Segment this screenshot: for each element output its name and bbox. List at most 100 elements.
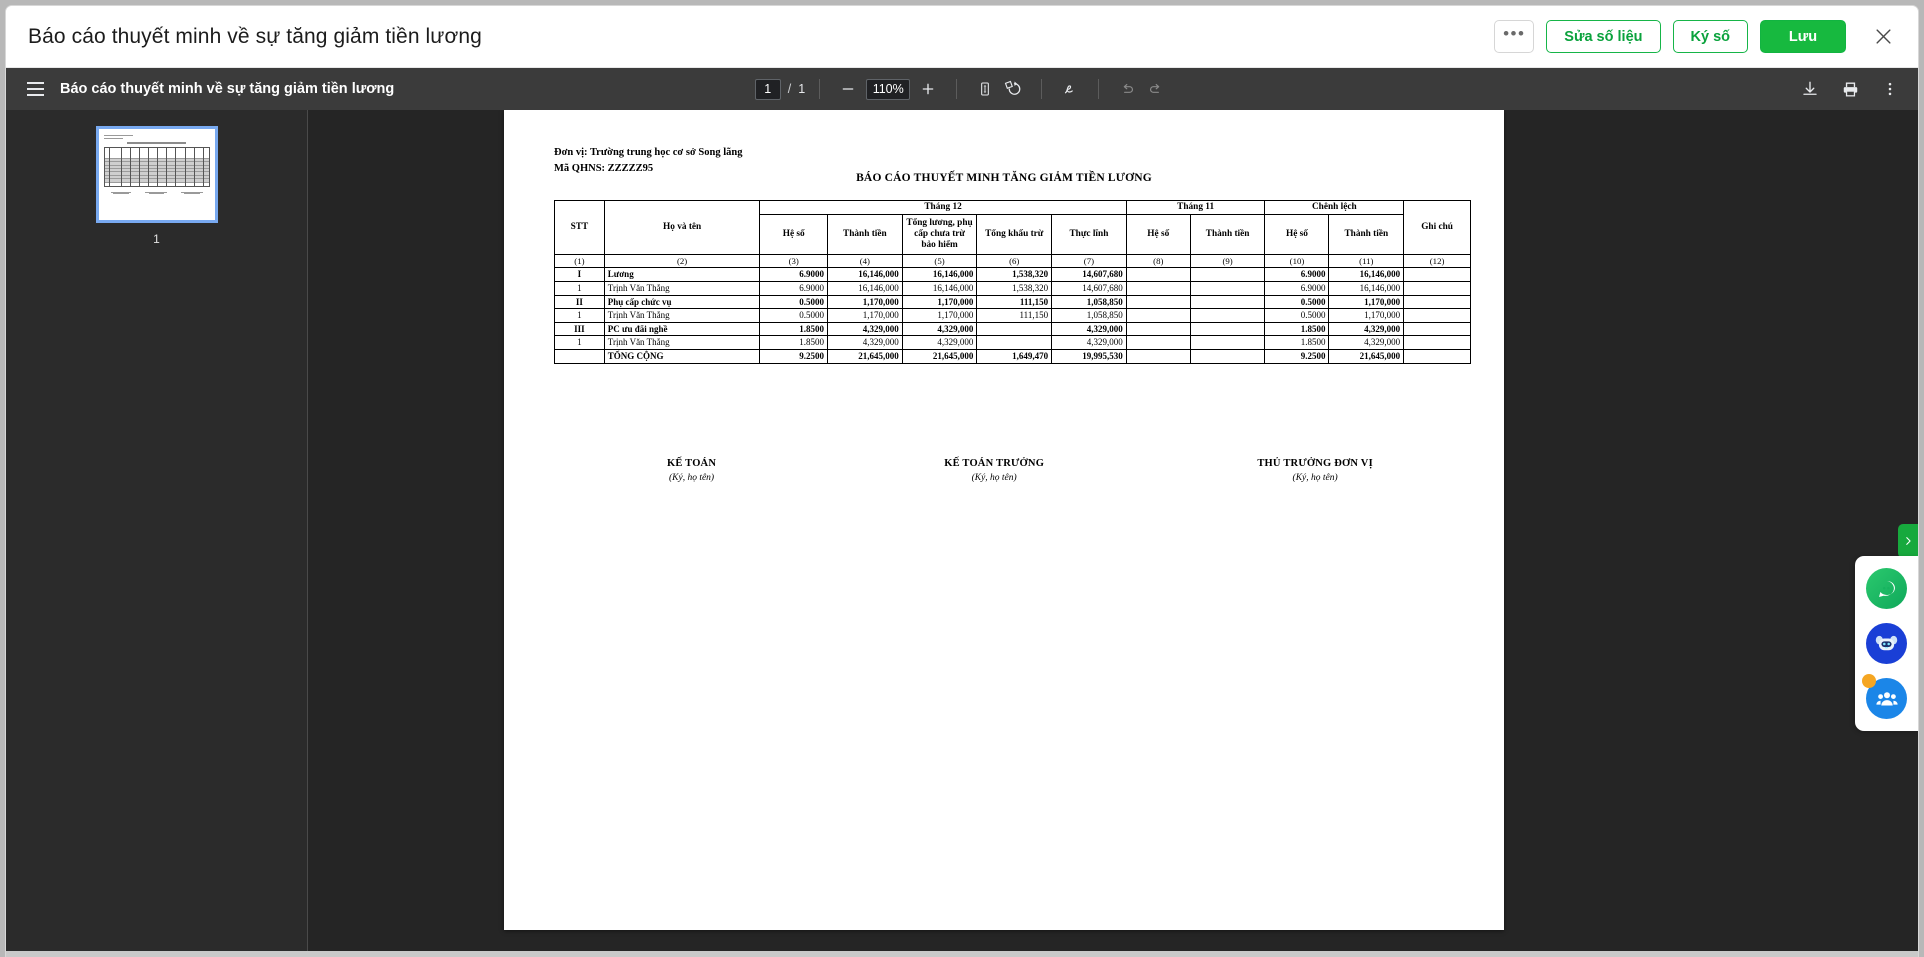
- table-cell: Trịnh Văn Thắng: [603, 280, 761, 296]
- table-cell: 1: [554, 280, 605, 296]
- table-cell: 1,058,850: [1051, 294, 1127, 310]
- table-cell: 9.2500: [759, 349, 829, 364]
- digital-sign-button[interactable]: Ký số: [1672, 20, 1748, 53]
- minus-icon: [842, 88, 854, 90]
- report-table-wrapper: STT Họ và tên Tháng 12 Tháng 11 Chênh lệ…: [554, 200, 1471, 364]
- expand-panel-button[interactable]: [1898, 524, 1918, 558]
- table-column-index-row: (1) (2) (3) (4) (5) (6) (7) (8) (9) (1: [554, 253, 1471, 269]
- community-group-icon: [1875, 691, 1898, 705]
- table-cell: [1403, 321, 1471, 337]
- sidebar-toggle-icon[interactable]: [20, 74, 50, 104]
- table-cell: II: [554, 294, 605, 310]
- th-month-12: Tháng 12: [759, 200, 1127, 215]
- thumbnail-page-label: 1: [153, 232, 160, 246]
- divider: [819, 79, 821, 99]
- more-options-button[interactable]: •••: [1494, 20, 1535, 53]
- table-cell: 4,329,000: [901, 321, 978, 337]
- close-icon: [1875, 29, 1891, 44]
- table-cell: [1125, 267, 1191, 282]
- thumbnail-page-1[interactable]: [95, 126, 218, 223]
- table-cell: Trịnh Văn Thắng: [603, 308, 761, 323]
- table-cell: 16,146,000: [827, 280, 903, 296]
- community-group-button[interactable]: [1862, 674, 1907, 719]
- table-cell: 21,645,000: [901, 349, 978, 364]
- table-cell: 0.5000: [759, 308, 829, 323]
- signature-title: KẾ TOÁN: [666, 458, 717, 469]
- fit-page-button[interactable]: [971, 75, 999, 103]
- signature-head-of-unit: THỦ TRƯỞNG ĐƠN VỊ (Ký, họ tên): [1159, 458, 1471, 483]
- table-cell: [1125, 294, 1191, 310]
- table-cell: [1189, 321, 1266, 337]
- th-t12-gross: Tổng lương, phụ cấp chưa trừ bảo hiểm: [901, 213, 978, 255]
- table-cell: 4,329,000: [1051, 321, 1127, 337]
- total-pages-label: 1: [798, 82, 806, 96]
- th-t11-coefficient: Hệ số: [1125, 213, 1191, 255]
- chat-support-button[interactable]: [1866, 568, 1907, 609]
- download-button[interactable]: [1796, 75, 1824, 103]
- table-row: I Lương 6.9000 16,146,000 16,146,000 1,538,32…: [554, 267, 1471, 282]
- table-cell: [1125, 321, 1191, 337]
- redo-button[interactable]: [1141, 75, 1169, 103]
- table-cell: [1403, 308, 1471, 323]
- zoom-in-button[interactable]: [914, 75, 942, 103]
- rotate-icon: [1005, 80, 1021, 95]
- table-row: 1 Trịnh Văn Thắng 6.9000 16,146,000 16,146,0…: [554, 280, 1471, 296]
- undo-icon: [1123, 83, 1133, 93]
- table-cell: 4,329,000: [1051, 335, 1127, 350]
- table-cell: 21,645,000: [827, 349, 903, 364]
- table-cell: 1,170,000: [901, 308, 978, 323]
- thumbnail-panel[interactable]: 1: [6, 110, 308, 957]
- chat-support-icon: [1878, 580, 1895, 597]
- table-cell: 14,607,680: [1051, 267, 1127, 282]
- table-cell: 111,150: [976, 308, 1053, 323]
- table-cell: 1,170,000: [901, 294, 978, 310]
- table-cell: 1.8500: [759, 321, 829, 337]
- table-cell: [1403, 349, 1471, 364]
- draw-annotation-button[interactable]: [1056, 75, 1084, 103]
- table-cell: [976, 335, 1053, 350]
- table-row: 1 Trịnh Văn Thắng 1.8500 4,329,000 4,329,000…: [554, 335, 1471, 350]
- close-button[interactable]: [1866, 20, 1900, 54]
- more-options-menu-button[interactable]: [1876, 75, 1904, 103]
- table-cell: 4,329,000: [1328, 321, 1405, 337]
- table-cell: 16,146,000: [1328, 280, 1405, 296]
- table-cell: [1125, 335, 1191, 350]
- table-cell: 0.5000: [1264, 294, 1330, 310]
- table-cell: 1.8500: [1264, 335, 1330, 350]
- document-page: Đơn vị: Trường trung học cơ sở Song lãng…: [504, 110, 1504, 930]
- table-cell: 111,150: [976, 294, 1053, 310]
- qhns-code-line: Mã QHNS: ZZZZZ95: [554, 163, 654, 175]
- chatbot-button[interactable]: [1866, 623, 1907, 664]
- col-index: (5): [901, 253, 978, 269]
- edit-data-button[interactable]: Sửa số liệu: [1546, 20, 1661, 53]
- table-head: STT Họ và tên Tháng 12 Tháng 11 Chênh lệ…: [554, 200, 1471, 269]
- report-title: BÁO CÁO THUYẾT MINH TĂNG GIẢM TIỀN LƯƠNG: [856, 172, 1152, 184]
- th-t11-amount: Thành tiền: [1189, 213, 1266, 255]
- annotate-draw-icon: [1065, 85, 1074, 94]
- zoom-level-input[interactable]: 110%: [866, 78, 911, 100]
- page-number-input[interactable]: 1: [754, 78, 781, 100]
- table-cell: 1,170,000: [827, 308, 903, 323]
- document-scroll-area[interactable]: Đơn vị: Trường trung học cơ sở Song lãng…: [308, 110, 1918, 957]
- table-cell: PC ưu đãi nghề: [603, 321, 761, 337]
- undo-button[interactable]: [1113, 75, 1141, 103]
- rotate-button[interactable]: [999, 75, 1027, 103]
- col-index: (4): [827, 253, 903, 269]
- table-cell: 21,645,000: [1328, 349, 1405, 364]
- zoom-out-button[interactable]: [834, 75, 862, 103]
- print-button[interactable]: [1836, 75, 1864, 103]
- table-cell: 4,329,000: [827, 335, 903, 350]
- signature-note: (Ký, họ tên): [1292, 473, 1338, 483]
- table-cell: 1: [554, 335, 605, 350]
- redo-icon: [1149, 83, 1160, 93]
- table-cell: 6.9000: [1264, 267, 1330, 282]
- page-separator: /: [787, 82, 792, 96]
- table-row: TỔNG CỘNG 9.2500 21,645,000 21,645,000 1,649…: [554, 349, 1471, 364]
- th-stt: STT: [554, 200, 605, 255]
- table-cell: 1,170,000: [1328, 294, 1405, 310]
- table-cell: I: [554, 267, 605, 282]
- save-button[interactable]: Lưu: [1760, 20, 1846, 53]
- header-actions: ••• Sửa số liệu Ký số Lưu: [1494, 20, 1900, 54]
- table-cell: 1.8500: [759, 335, 829, 350]
- th-month-11: Tháng 11: [1125, 200, 1266, 215]
